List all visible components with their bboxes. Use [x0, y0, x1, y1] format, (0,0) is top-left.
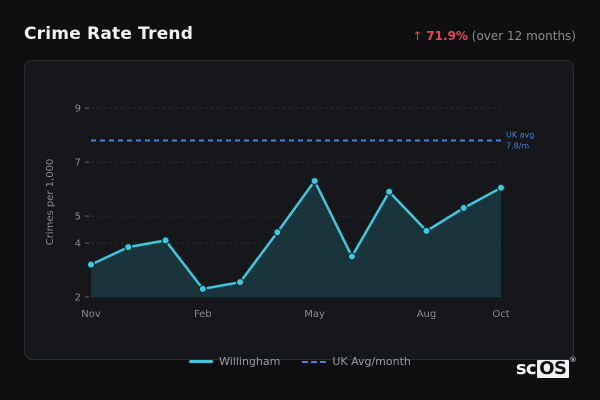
y-axis-label: Crimes per 1,000 — [45, 159, 56, 246]
data-point-apr[interactable] — [273, 228, 282, 237]
trend-up-icon: ↑ — [412, 29, 423, 43]
reference-label-value: 7.8/m — [506, 142, 529, 151]
logo-text: sc — [515, 358, 537, 379]
registered-mark: ® — [569, 355, 577, 364]
data-point-feb[interactable] — [198, 284, 208, 294]
legend-swatch-solid — [189, 360, 214, 363]
series-points — [86, 176, 506, 294]
data-point-nov[interactable] — [86, 260, 96, 269]
series-area-fill — [91, 181, 501, 297]
y-axis-ticks: 2 4 5 7 9 — [75, 104, 89, 304]
legend-item-reference[interactable]: UK Avg/month — [302, 355, 411, 368]
change-value: 71.9% — [426, 29, 468, 43]
x-tick-label: Oct — [492, 309, 509, 320]
legend-swatch-dashed — [302, 360, 327, 363]
x-tick-label: Aug — [417, 309, 437, 320]
legend-label-series: Willingham — [219, 355, 281, 368]
x-tick-label: Nov — [81, 309, 101, 320]
change-period: (over 12 months) — [471, 29, 576, 43]
reference-label: UK avg — [506, 131, 534, 140]
x-tick-label: May — [304, 309, 325, 320]
data-point-aug[interactable] — [422, 226, 431, 236]
y-tick-label: 7 — [75, 158, 81, 169]
data-point-oct[interactable] — [496, 183, 506, 192]
x-axis-ticks: Nov Feb May Aug Oct — [81, 309, 509, 320]
x-tick-label: Feb — [194, 309, 212, 320]
data-point-sep[interactable] — [459, 203, 468, 213]
y-tick-label: 9 — [75, 104, 81, 115]
page-title: Crime Rate Trend — [24, 24, 194, 44]
change-indicator: ↑ 71.9% (over 12 months) — [412, 29, 576, 43]
data-point-jan[interactable] — [161, 236, 170, 245]
logo-box-text: OS — [537, 357, 569, 379]
brand-logo: sc OS ® — [515, 355, 577, 380]
data-point-may[interactable] — [310, 176, 319, 186]
series-line-willingham — [90, 179, 502, 291]
legend-item-series[interactable]: Willingham — [189, 355, 280, 368]
legend-label-reference: UK Avg/month — [332, 355, 411, 368]
data-point-dec[interactable] — [124, 242, 133, 252]
data-point-mar[interactable] — [235, 277, 245, 287]
y-tick-label: 2 — [75, 293, 81, 304]
data-point-jun[interactable] — [347, 252, 357, 261]
y-tick-label: 5 — [75, 212, 81, 223]
chart-legend: Willingham UK Avg/month — [0, 355, 600, 368]
y-tick-label: 4 — [75, 239, 81, 250]
data-point-jul[interactable] — [384, 187, 394, 197]
